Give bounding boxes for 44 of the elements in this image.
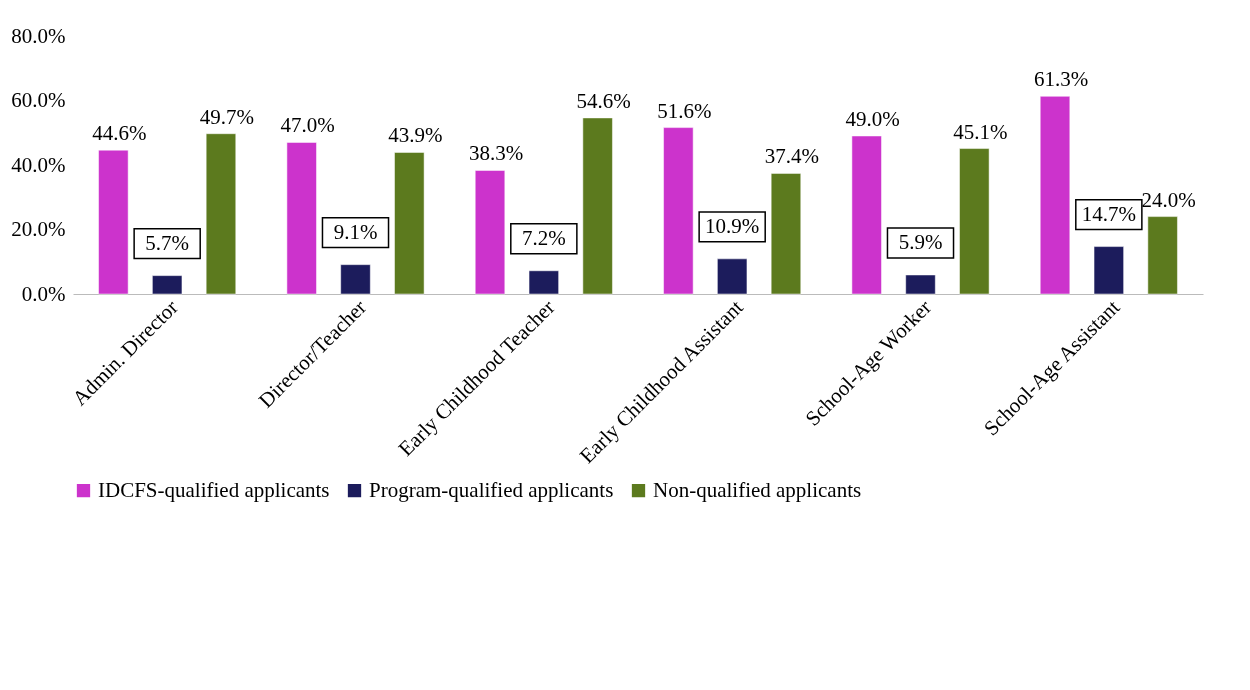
bar <box>905 274 936 295</box>
data-label: 24.0% <box>1141 187 1196 212</box>
data-label: 43.9% <box>388 123 443 148</box>
data-label: 54.6% <box>576 88 631 113</box>
data-label: 7.2% <box>521 225 566 250</box>
bar <box>959 148 990 295</box>
y-tick-label: 0.0% <box>21 281 66 306</box>
bar <box>851 135 882 295</box>
bar <box>663 127 694 295</box>
bar <box>394 152 425 295</box>
data-label: 38.3% <box>468 141 524 166</box>
data-label: 10.9% <box>705 213 760 238</box>
bar <box>1147 216 1178 295</box>
y-tick-label: 40.0% <box>11 152 66 177</box>
data-label: 37.4% <box>764 144 820 169</box>
data-label: 47.0% <box>280 113 335 138</box>
legend-label: Non-qualified applicants <box>653 477 862 502</box>
bar <box>528 270 559 295</box>
data-label: 44.6% <box>92 121 147 146</box>
legend-label: Program-qualified applicants <box>369 477 614 502</box>
bar <box>717 258 748 295</box>
bar <box>205 133 237 295</box>
legend-label: IDCFS-qualified applicants <box>98 477 330 502</box>
data-label: 49.0% <box>845 106 900 131</box>
data-label: 45.1% <box>953 119 1008 144</box>
bar <box>98 149 129 295</box>
y-tick-label: 80.0% <box>11 23 66 48</box>
data-label: 14.7% <box>1081 201 1136 226</box>
bar <box>152 275 183 295</box>
data-label: 9.1% <box>333 219 378 244</box>
data-label: 5.9% <box>898 229 943 254</box>
bar <box>286 142 317 295</box>
data-label: 49.7% <box>199 104 255 129</box>
bar <box>340 264 371 295</box>
bar <box>1093 246 1124 295</box>
data-label: 5.7% <box>145 230 190 255</box>
y-tick-label: 60.0% <box>11 88 66 112</box>
bar <box>1039 96 1071 295</box>
data-label: 61.3% <box>1033 67 1089 92</box>
bar <box>474 170 506 295</box>
bar <box>582 117 613 295</box>
data-label: 51.6% <box>657 98 712 123</box>
y-tick-label: 20.0% <box>11 217 66 241</box>
bar <box>770 173 802 295</box>
